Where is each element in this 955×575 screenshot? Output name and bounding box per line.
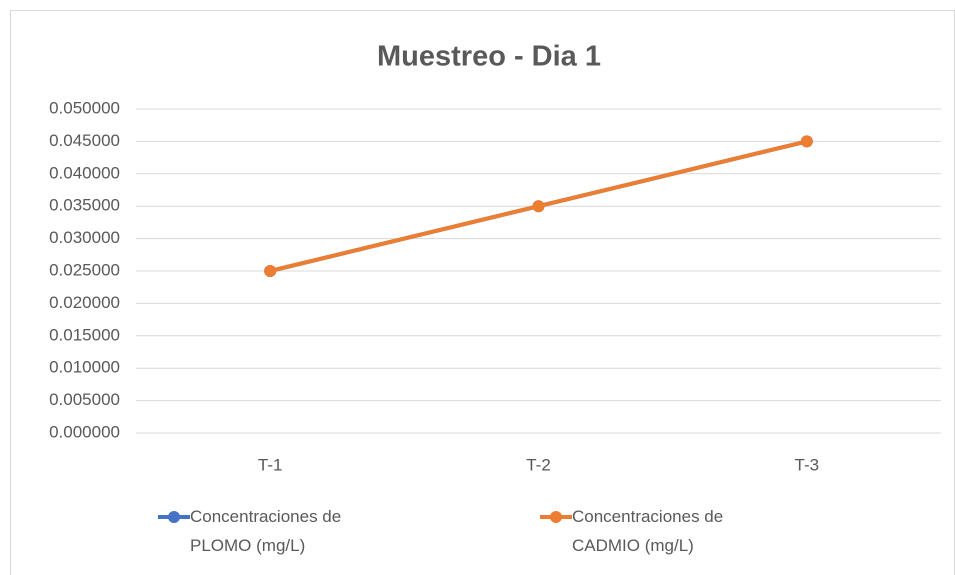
y-tick-label: 0.040000 [49, 163, 120, 182]
y-tick-label: 0.045000 [49, 131, 120, 150]
y-tick-label: 0.000000 [49, 422, 120, 441]
chart-title: Muestreo - Dia 1 [377, 41, 601, 73]
y-tick-label: 0.035000 [49, 196, 120, 215]
legend-label: Concentraciones de CADMIO (mg/L) [572, 507, 724, 555]
marker [264, 265, 277, 277]
legend-marker [550, 511, 562, 523]
chart-border [10, 10, 955, 575]
y-tick-label: 0.050000 [49, 98, 120, 117]
legend-label: Concentraciones de PLOMO (mg/L) [190, 507, 342, 555]
y-tick-label: 0.025000 [49, 260, 120, 279]
marker [800, 135, 813, 148]
y-tick-label: 0.005000 [49, 390, 120, 409]
y-tick-label: 0.010000 [49, 358, 120, 377]
x-tick-label: T-1 [258, 455, 283, 474]
y-tick-label: 0.015000 [49, 325, 120, 344]
x-tick-label: T-2 [526, 455, 551, 474]
y-tick-label: 0.020000 [49, 293, 120, 312]
marker [532, 200, 545, 213]
y-tick-label: 0.030000 [49, 228, 120, 247]
legend-marker [168, 511, 180, 523]
x-tick-label: T-3 [795, 455, 820, 474]
